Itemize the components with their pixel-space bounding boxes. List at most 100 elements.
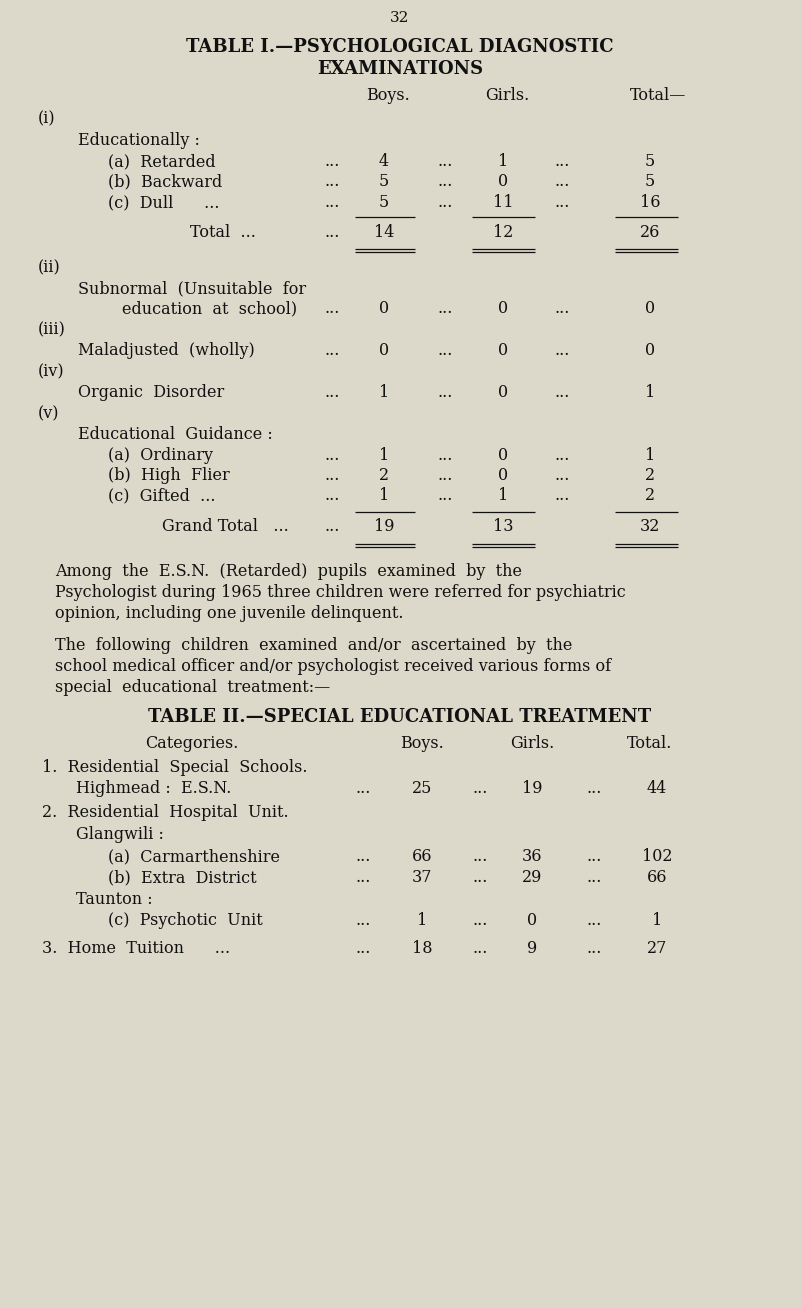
Text: 29: 29 xyxy=(521,869,542,886)
Text: (c)  Gifted  ...: (c) Gifted ... xyxy=(108,487,215,504)
Text: 3.  Home  Tuition      ...: 3. Home Tuition ... xyxy=(42,940,230,957)
Text: ...: ... xyxy=(437,487,453,504)
Text: ...: ... xyxy=(324,173,340,190)
Text: 18: 18 xyxy=(412,940,433,957)
Text: Highmead :  E.S.N.: Highmead : E.S.N. xyxy=(76,780,231,797)
Text: 37: 37 xyxy=(412,869,433,886)
Text: ...: ... xyxy=(554,194,570,211)
Text: The  following  children  examined  and/or  ascertained  by  the: The following children examined and/or a… xyxy=(55,637,573,654)
Text: 66: 66 xyxy=(412,848,433,865)
Text: ...: ... xyxy=(356,912,371,929)
Text: (iv): (iv) xyxy=(38,364,65,381)
Text: ...: ... xyxy=(356,848,371,865)
Text: ...: ... xyxy=(437,194,453,211)
Text: 1: 1 xyxy=(379,447,389,464)
Text: ...: ... xyxy=(324,194,340,211)
Text: 0: 0 xyxy=(498,300,508,317)
Text: Subnormal  (Unsuitable  for: Subnormal (Unsuitable for xyxy=(78,280,306,297)
Text: (i): (i) xyxy=(38,110,55,127)
Text: ...: ... xyxy=(554,153,570,170)
Text: (a)  Ordinary: (a) Ordinary xyxy=(108,447,213,464)
Text: 32: 32 xyxy=(640,518,660,535)
Text: 5: 5 xyxy=(379,194,389,211)
Text: 0: 0 xyxy=(645,300,655,317)
Text: 19: 19 xyxy=(521,780,542,797)
Text: 5: 5 xyxy=(645,153,655,170)
Text: 1: 1 xyxy=(417,912,427,929)
Text: Categories.: Categories. xyxy=(145,735,239,752)
Text: (a)  Carmarthenshire: (a) Carmarthenshire xyxy=(108,848,280,865)
Text: ...: ... xyxy=(554,385,570,402)
Text: (iii): (iii) xyxy=(38,320,66,337)
Text: (ii): (ii) xyxy=(38,259,61,276)
Text: Girls.: Girls. xyxy=(510,735,554,752)
Text: 16: 16 xyxy=(640,194,660,211)
Text: ...: ... xyxy=(437,385,453,402)
Text: EXAMINATIONS: EXAMINATIONS xyxy=(317,60,483,78)
Text: 1: 1 xyxy=(379,385,389,402)
Text: Boys.: Boys. xyxy=(400,735,444,752)
Text: ...: ... xyxy=(324,385,340,402)
Text: 44: 44 xyxy=(647,780,667,797)
Text: ...: ... xyxy=(586,940,602,957)
Text: 9: 9 xyxy=(527,940,537,957)
Text: education  at  school): education at school) xyxy=(122,300,297,317)
Text: ...: ... xyxy=(324,518,340,535)
Text: (a)  Retarded: (a) Retarded xyxy=(108,153,215,170)
Text: 4: 4 xyxy=(379,153,389,170)
Text: school medical officer and/or psychologist received various forms of: school medical officer and/or psychologi… xyxy=(55,658,611,675)
Text: Maladjusted  (wholly): Maladjusted (wholly) xyxy=(78,341,255,358)
Text: ...: ... xyxy=(437,153,453,170)
Text: Total.: Total. xyxy=(627,735,673,752)
Text: 0: 0 xyxy=(498,447,508,464)
Text: 19: 19 xyxy=(374,518,394,535)
Text: 5: 5 xyxy=(379,173,389,190)
Text: 11: 11 xyxy=(493,194,513,211)
Text: ...: ... xyxy=(554,300,570,317)
Text: ...: ... xyxy=(356,940,371,957)
Text: 0: 0 xyxy=(498,385,508,402)
Text: Among  the  E.S.N.  (Retarded)  pupils  examined  by  the: Among the E.S.N. (Retarded) pupils exami… xyxy=(55,562,522,579)
Text: 0: 0 xyxy=(645,341,655,358)
Text: 1.  Residential  Special  Schools.: 1. Residential Special Schools. xyxy=(42,759,308,776)
Text: 0: 0 xyxy=(379,300,389,317)
Text: 102: 102 xyxy=(642,848,672,865)
Text: ...: ... xyxy=(586,848,602,865)
Text: Boys.: Boys. xyxy=(366,88,410,105)
Text: 14: 14 xyxy=(374,224,394,241)
Text: Organic  Disorder: Organic Disorder xyxy=(78,385,224,402)
Text: ...: ... xyxy=(324,153,340,170)
Text: 1: 1 xyxy=(498,487,508,504)
Text: 26: 26 xyxy=(640,224,660,241)
Text: 0: 0 xyxy=(498,467,508,484)
Text: 0: 0 xyxy=(498,173,508,190)
Text: Total  ...: Total ... xyxy=(190,224,256,241)
Text: ...: ... xyxy=(554,341,570,358)
Text: special  educational  treatment:—: special educational treatment:— xyxy=(55,679,330,696)
Text: ...: ... xyxy=(586,780,602,797)
Text: ...: ... xyxy=(324,487,340,504)
Text: ...: ... xyxy=(473,780,488,797)
Text: ...: ... xyxy=(586,869,602,886)
Text: ...: ... xyxy=(324,300,340,317)
Text: ...: ... xyxy=(554,487,570,504)
Text: 2: 2 xyxy=(645,467,655,484)
Text: ...: ... xyxy=(324,467,340,484)
Text: (c)  Dull      ...: (c) Dull ... xyxy=(108,194,219,211)
Text: 36: 36 xyxy=(521,848,542,865)
Text: 0: 0 xyxy=(379,341,389,358)
Text: 12: 12 xyxy=(493,224,513,241)
Text: ...: ... xyxy=(324,341,340,358)
Text: 25: 25 xyxy=(412,780,433,797)
Text: ...: ... xyxy=(473,940,488,957)
Text: 1: 1 xyxy=(379,487,389,504)
Text: ...: ... xyxy=(437,447,453,464)
Text: 2: 2 xyxy=(645,487,655,504)
Text: Total—: Total— xyxy=(630,88,686,105)
Text: Girls.: Girls. xyxy=(485,88,529,105)
Text: TABLE I.—PSYCHOLOGICAL DIAGNOSTIC: TABLE I.—PSYCHOLOGICAL DIAGNOSTIC xyxy=(186,38,614,56)
Text: 2.  Residential  Hospital  Unit.: 2. Residential Hospital Unit. xyxy=(42,804,288,821)
Text: ...: ... xyxy=(554,173,570,190)
Text: 2: 2 xyxy=(379,467,389,484)
Text: opinion, including one juvenile delinquent.: opinion, including one juvenile delinque… xyxy=(55,606,404,623)
